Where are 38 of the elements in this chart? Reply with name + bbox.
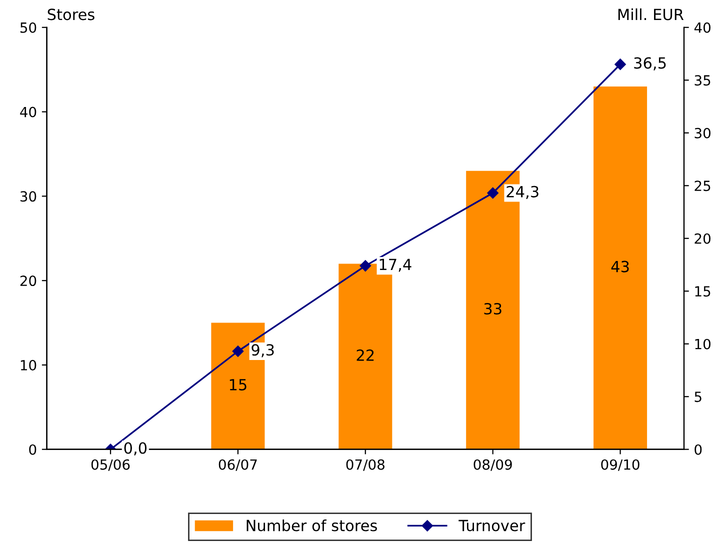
x-tick-label: 08/09 [474,459,512,471]
x-tick-label: 07/08 [346,459,384,471]
y-tick-label: 40 [20,106,36,118]
x-tick-label: 05/06 [91,459,130,471]
y-axis-title: Stores [48,8,94,20]
point [232,346,244,357]
y-tick-label: 50 [20,22,36,33]
data-label: 33 [484,302,502,315]
data-label: 22 [356,349,374,361]
y-tick-label: 20 [20,276,36,286]
data-label: 15 [230,379,246,390]
legend-label: Turnover [458,520,526,532]
y2-tick-label: 20 [694,233,710,244]
x-tick-label: 06/07 [218,459,257,471]
data-label: 0,0 [124,442,147,456]
y-tick-label: 0 [29,444,36,455]
y2-tick-label: 40 [694,22,710,33]
point [360,260,372,272]
legend-label: Number of stores [246,519,377,532]
y2-tick-label: 15 [695,286,710,297]
point [614,58,626,70]
data-label: 24,3 [506,186,538,200]
data-label: 36,5 [634,57,666,70]
y2-tick-label: 5 [694,392,702,402]
y2-tick-label: 35 [694,75,710,86]
data-label: 43 [611,260,629,272]
y2-tick-label: 25 [694,180,710,192]
y-tick-label: 30 [20,191,36,202]
y2-axis-title: Mill. EUR [618,8,684,20]
y2-tick-label: 10 [695,338,710,350]
data-label: 17,4 [380,258,412,272]
y-tick-label: 10 [20,360,36,370]
bar [594,86,648,450]
point [487,187,498,199]
y2-tick-label: 0 [694,444,702,455]
data-label: 9,3 [252,344,274,358]
y2-tick-label: 30 [694,128,710,138]
x-tick-label: 09/10 [601,459,640,471]
